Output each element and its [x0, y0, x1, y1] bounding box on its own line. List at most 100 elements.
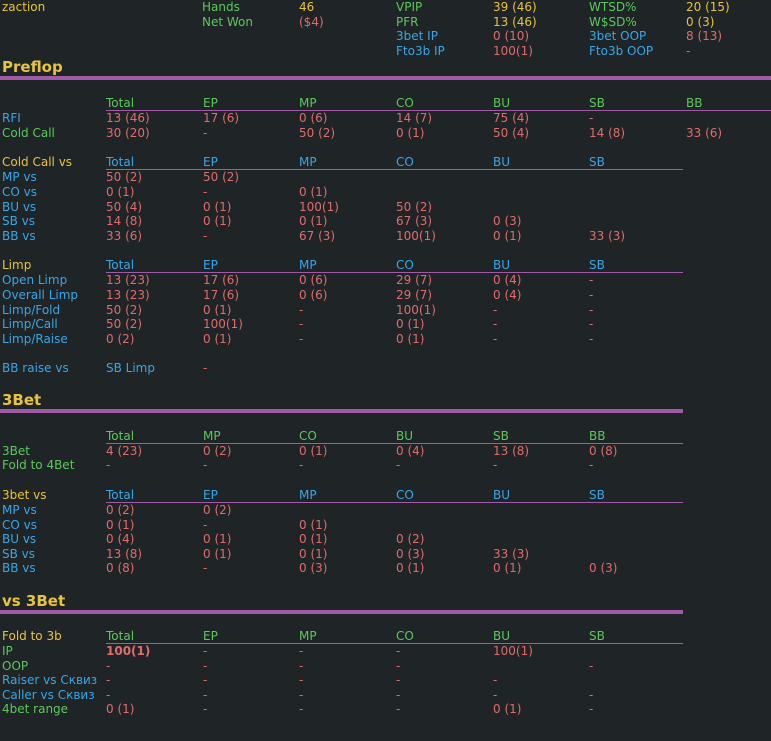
stat-cell: 13 (23)	[106, 288, 150, 302]
stat-cell: 0 (1)	[299, 532, 328, 546]
pfr-label: PFR	[396, 15, 419, 29]
stat-cell: -	[589, 303, 594, 317]
stat-cell: 0 (1)	[203, 303, 232, 317]
col-header: EP	[203, 488, 218, 502]
col-header: BU	[493, 258, 511, 272]
row-label: RFI	[2, 111, 21, 125]
stat-cell: 50 (2)	[106, 303, 143, 317]
row-label: 4bet range	[2, 702, 69, 716]
row-label: Limp/Call	[2, 317, 58, 331]
stat-cell: -	[396, 702, 401, 716]
stat-cell: 100(1)	[299, 200, 339, 214]
stat-cell: 0 (4)	[493, 273, 522, 287]
stat-cell: -	[589, 288, 594, 302]
col-header: MP	[299, 155, 317, 169]
row-label: BU vs	[2, 532, 37, 546]
row-label: SB vs	[2, 547, 36, 561]
col-header: EP	[203, 96, 218, 110]
threebet-ip-label: 3bet IP	[396, 29, 438, 43]
stat-cell: -	[203, 518, 208, 532]
header-underline	[106, 643, 683, 644]
col-header: MP	[203, 429, 221, 443]
col-header: CO	[396, 155, 414, 169]
stat-cell: -	[589, 332, 594, 346]
header-underline	[106, 169, 683, 170]
row-label: IP	[2, 644, 13, 658]
col-header: BB	[589, 429, 606, 443]
stat-cell: 0 (1)	[203, 332, 232, 346]
stat-cell: -	[106, 659, 111, 673]
bb-raise-label: BB raise vs	[2, 361, 69, 375]
stat-cell: 0 (2)	[396, 532, 425, 546]
vpip-value: 39 (46)	[493, 0, 537, 14]
stat-cell: 0 (2)	[106, 503, 135, 517]
stat-cell: -	[493, 317, 498, 331]
stat-cell: 0 (1)	[299, 185, 328, 199]
stat-cell: -	[493, 332, 498, 346]
bb-raise-sub: SB Limp	[106, 361, 155, 375]
row-label: Cold Call	[2, 126, 55, 140]
stat-cell: 0 (6)	[299, 273, 328, 287]
netwon-label: Net Won	[202, 15, 253, 29]
stat-cell: -	[589, 111, 594, 125]
col-header: Total	[106, 488, 135, 502]
col-header: MP	[299, 629, 317, 643]
stat-cell: -	[203, 702, 208, 716]
fto3b-ip-label: Fto3b IP	[396, 44, 445, 58]
row-label: Open Limp	[2, 273, 68, 287]
stat-cell: 14 (7)	[396, 111, 433, 125]
row-label: OOP	[2, 659, 29, 673]
stat-cell: 50 (4)	[493, 126, 530, 140]
section-divider	[0, 76, 771, 80]
col-header: SB	[589, 258, 605, 272]
stat-cell: 0 (1)	[203, 532, 232, 546]
col-header: CO	[396, 629, 414, 643]
col-header: EP	[203, 155, 218, 169]
stat-cell: 0 (1)	[203, 214, 232, 228]
stat-cell: 0 (3)	[493, 214, 522, 228]
stat-cell: 13 (8)	[106, 547, 143, 561]
stat-cell: -	[396, 673, 401, 687]
col-header: Total	[106, 629, 135, 643]
stat-cell: 0 (2)	[203, 444, 232, 458]
stat-cell: -	[493, 673, 498, 687]
stat-cell: -	[589, 317, 594, 331]
vpip-label: VPIP	[396, 0, 423, 14]
stat-cell: 50 (2)	[106, 317, 143, 331]
stat-cell: -	[299, 317, 304, 331]
header-underline	[106, 502, 683, 503]
stat-cell: 0 (1)	[106, 185, 135, 199]
threebet-oop-label: 3bet OOP	[589, 29, 647, 43]
section-divider	[0, 610, 683, 614]
netwon-value: ($4)	[299, 15, 324, 29]
section-title-3bet: 3Bet	[2, 391, 42, 409]
stat-cell: 17 (6)	[203, 273, 240, 287]
stat-cell: 50 (2)	[203, 170, 240, 184]
stat-cell: 0 (1)	[299, 444, 328, 458]
stat-cell: -	[493, 303, 498, 317]
section-title-vs-3bet: vs 3Bet	[2, 592, 66, 610]
stat-cell: -	[589, 659, 594, 673]
stat-cell: 100(1)	[106, 644, 151, 658]
stat-cell: 0 (6)	[299, 111, 328, 125]
stat-cell: -	[106, 688, 111, 702]
section-divider	[0, 409, 683, 413]
stat-cell: 50 (2)	[106, 170, 143, 184]
stat-cell: 33 (3)	[493, 547, 530, 561]
stat-cell: 17 (6)	[203, 111, 240, 125]
row-label: Overall Limp	[2, 288, 79, 302]
stat-cell: 67 (3)	[299, 229, 336, 243]
row-label: Caller vs Сквиз	[2, 688, 95, 702]
stat-cell: 0 (1)	[396, 332, 425, 346]
wtsd-label: WTSD%	[589, 0, 637, 14]
fto3b-ip-value: 100(1)	[493, 44, 533, 58]
stat-cell: -	[203, 673, 208, 687]
stat-cell: 0 (1)	[203, 547, 232, 561]
col-header: Total	[106, 429, 135, 443]
stat-cell: 0 (1)	[106, 702, 135, 716]
stat-cell: -	[299, 332, 304, 346]
threebet-ip-value: 0 (10)	[493, 29, 530, 43]
stat-cell: 0 (1)	[106, 518, 135, 532]
stat-cell: 0 (8)	[589, 444, 618, 458]
wsd-value: 0 (3)	[686, 15, 715, 29]
